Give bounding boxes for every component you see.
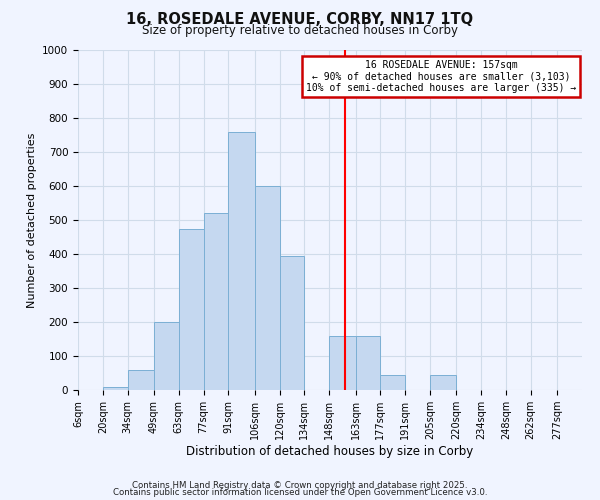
Bar bbox=[430, 374, 457, 390]
Bar bbox=[103, 386, 128, 390]
Bar bbox=[255, 186, 280, 390]
Text: 16 ROSEDALE AVENUE: 157sqm
← 90% of detached houses are smaller (3,103)
10% of s: 16 ROSEDALE AVENUE: 157sqm ← 90% of deta… bbox=[306, 60, 576, 94]
X-axis label: Distribution of detached houses by size in Corby: Distribution of detached houses by size … bbox=[187, 445, 473, 458]
Bar bbox=[356, 336, 380, 390]
Bar bbox=[329, 336, 356, 390]
Y-axis label: Number of detached properties: Number of detached properties bbox=[26, 132, 37, 308]
Text: Contains HM Land Registry data © Crown copyright and database right 2025.: Contains HM Land Registry data © Crown c… bbox=[132, 480, 468, 490]
Bar bbox=[380, 374, 405, 390]
Bar bbox=[154, 322, 179, 390]
Bar bbox=[203, 213, 229, 390]
Text: 16, ROSEDALE AVENUE, CORBY, NN17 1TQ: 16, ROSEDALE AVENUE, CORBY, NN17 1TQ bbox=[127, 12, 473, 28]
Bar bbox=[179, 228, 203, 390]
Text: Size of property relative to detached houses in Corby: Size of property relative to detached ho… bbox=[142, 24, 458, 37]
Text: Contains public sector information licensed under the Open Government Licence v3: Contains public sector information licen… bbox=[113, 488, 487, 497]
Bar bbox=[280, 256, 304, 390]
Bar bbox=[128, 370, 154, 390]
Bar bbox=[229, 132, 255, 390]
